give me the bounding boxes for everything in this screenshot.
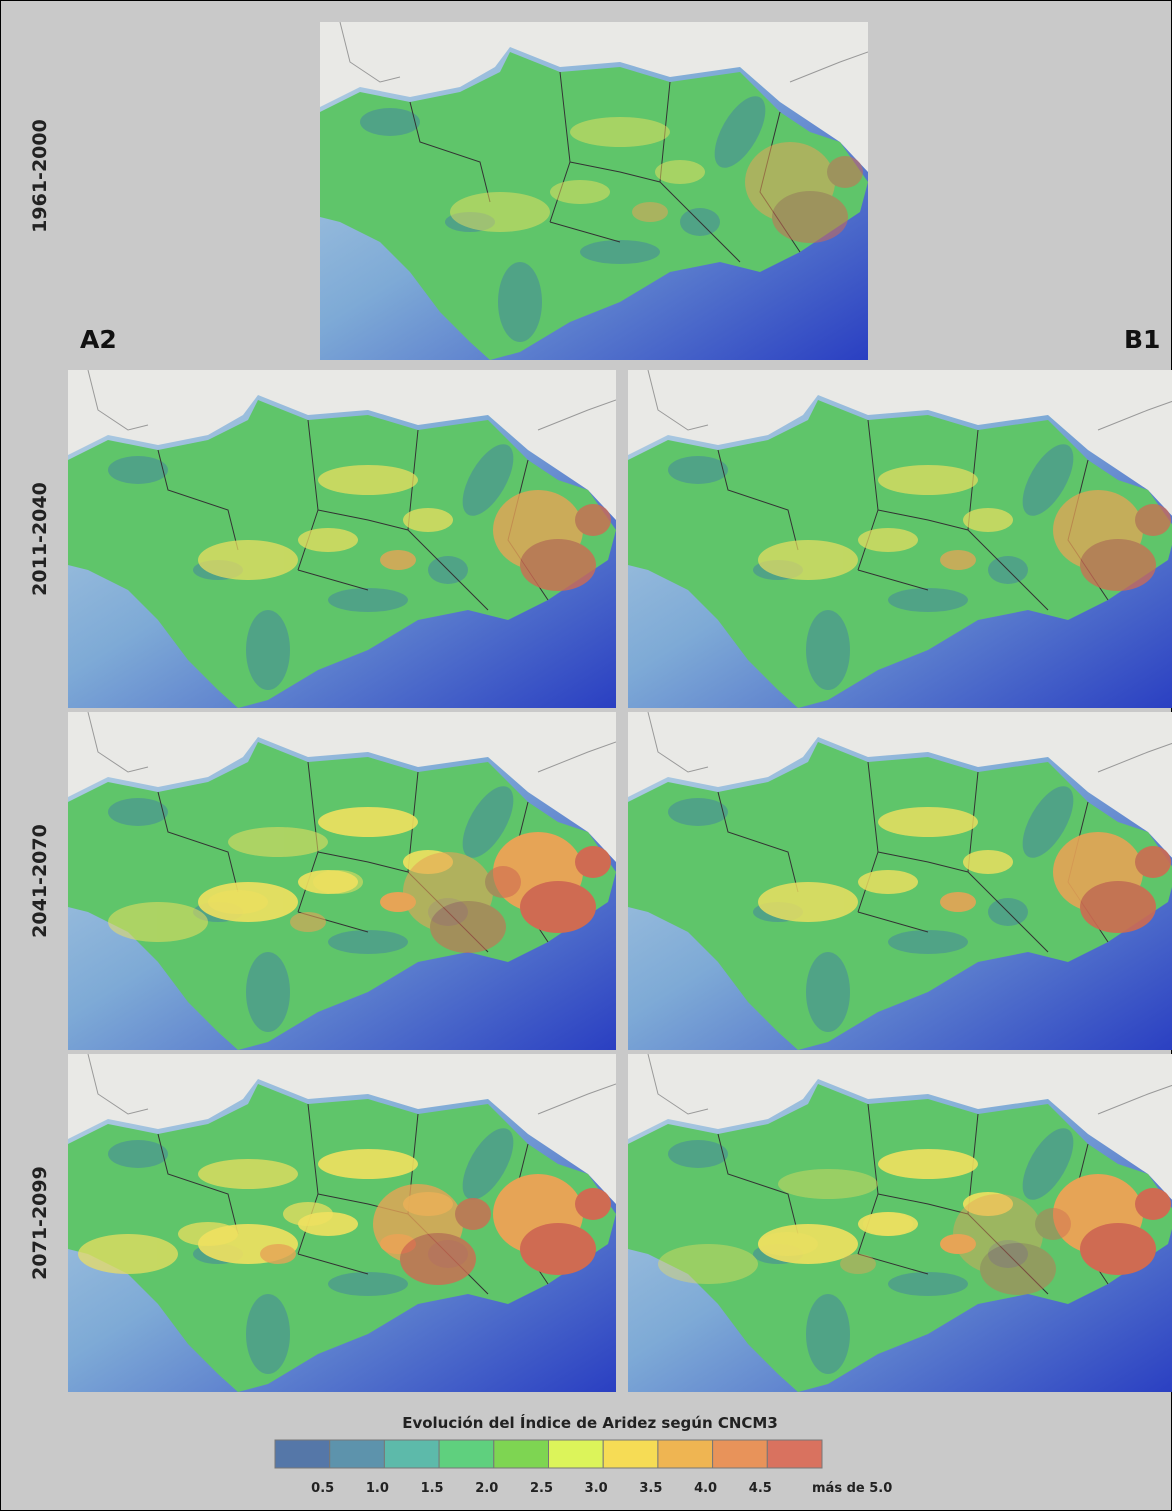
scenario-label: B1 xyxy=(1124,325,1160,354)
period-label: 2011-2040 xyxy=(29,482,51,596)
legend-title: Evolución del Índice de Aridez según CNC… xyxy=(402,1413,778,1432)
map-a2-2 xyxy=(68,712,616,1050)
map-a2-1 xyxy=(68,370,616,708)
legend-swatch xyxy=(713,1440,768,1468)
legend-label: 4.5 xyxy=(749,1481,772,1496)
legend-label: más de 5.0 xyxy=(812,1481,892,1496)
period-label: 2041-2070 xyxy=(29,824,51,938)
figure: 1961-2000 A2 B1 2011-2040 2041-2070 2071… xyxy=(0,0,1172,1511)
legend-label: 3.0 xyxy=(585,1481,608,1496)
legend-label: 2.5 xyxy=(530,1481,553,1496)
legend-swatch xyxy=(767,1440,822,1468)
legend-label: 1.0 xyxy=(366,1481,389,1496)
map-b1-3 xyxy=(628,1054,1172,1392)
legend-swatch xyxy=(549,1440,604,1468)
legend-swatch xyxy=(384,1440,439,1468)
baseline-label: 1961-2000 xyxy=(29,119,51,233)
legend-label: 2.0 xyxy=(475,1481,498,1496)
map-baseline xyxy=(320,22,868,360)
legend-swatch xyxy=(494,1440,549,1468)
legend-swatch xyxy=(603,1440,658,1468)
legend-label: 3.5 xyxy=(639,1481,662,1496)
legend-label: 1.5 xyxy=(421,1481,444,1496)
legend-swatch xyxy=(439,1440,494,1468)
map-a2-3 xyxy=(68,1054,616,1392)
scenario-label: A2 xyxy=(80,325,117,354)
legend-swatch xyxy=(275,1440,330,1468)
map-b1-2 xyxy=(628,712,1172,1050)
legend-label: 4.0 xyxy=(694,1481,717,1496)
period-label: 2071-2099 xyxy=(29,1166,51,1280)
legend-swatch xyxy=(330,1440,385,1468)
legend-swatch xyxy=(658,1440,713,1468)
map-b1-1 xyxy=(628,370,1172,708)
legend-label: 0.5 xyxy=(311,1481,334,1496)
